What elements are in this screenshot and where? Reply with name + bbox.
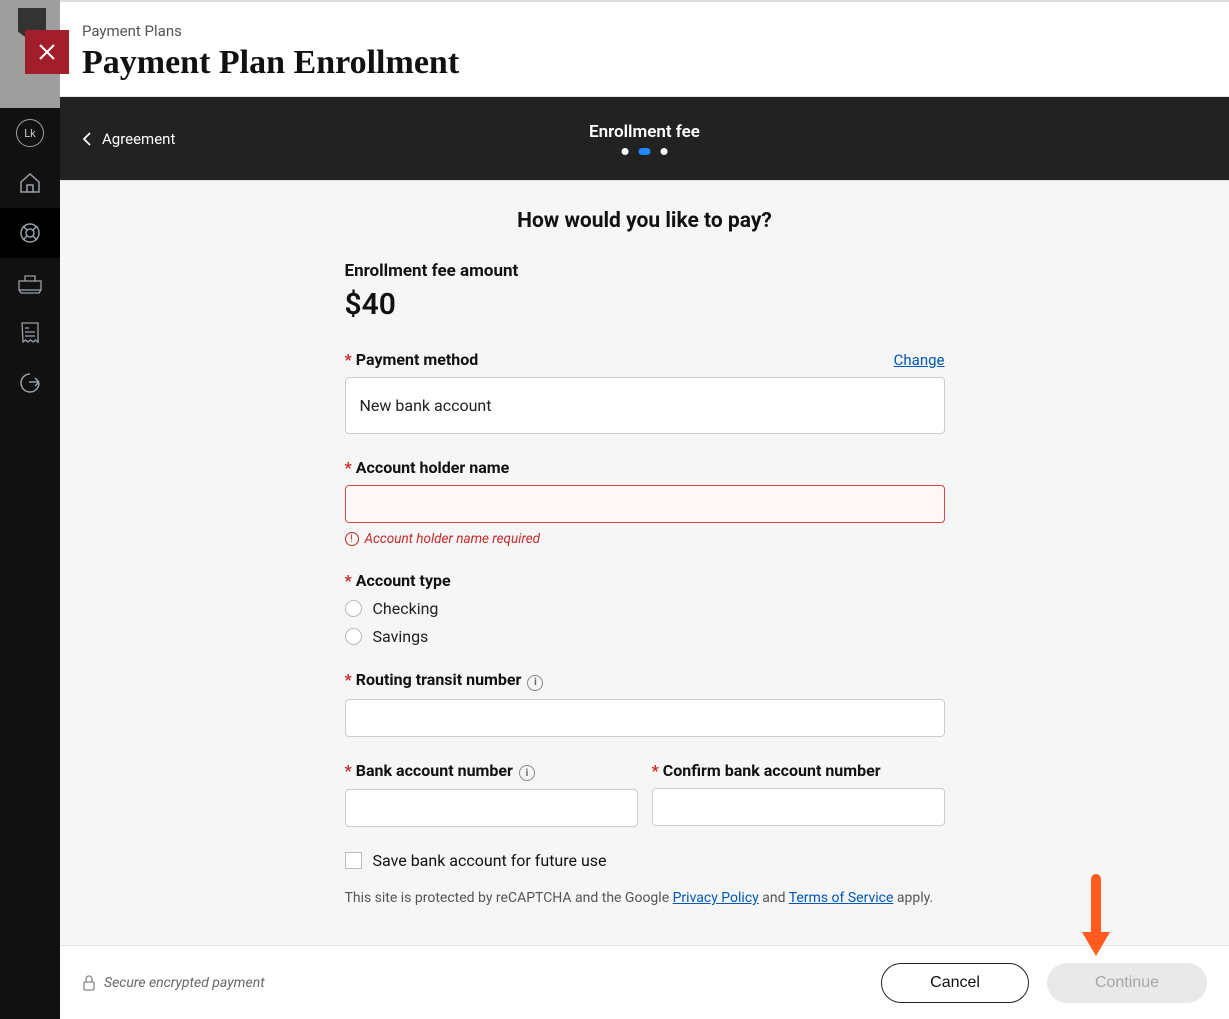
step-dot-1 (622, 148, 629, 155)
fee-amount: $40 (345, 287, 945, 322)
step-dot-2 (639, 148, 651, 155)
step-center: Enrollment fee (589, 122, 700, 155)
account-type-label: *Account type (345, 571, 945, 590)
content-scroll: How would you like to pay? Enrollment fe… (60, 181, 1229, 945)
radio-icon (345, 628, 362, 645)
recaptcha-notice: This site is protected by reCAPTCHA and … (345, 890, 945, 906)
step-dots (589, 148, 700, 155)
logo-area (0, 0, 60, 108)
radio-icon (345, 600, 362, 617)
sidebar-item-register[interactable] (0, 258, 60, 308)
confirm-bank-number-label: *Confirm bank account number (652, 761, 945, 780)
close-icon (36, 41, 58, 63)
back-label: Agreement (102, 130, 175, 148)
lock-icon (82, 975, 96, 991)
avatar-initials: Lk (24, 127, 36, 140)
routing-label: *Routing transit numberi (345, 670, 945, 691)
home-icon (18, 171, 42, 195)
bank-number-input[interactable] (345, 789, 638, 827)
step-title: Enrollment fee (589, 122, 700, 142)
step-bar: Agreement Enrollment fee (60, 97, 1229, 181)
confirm-bank-number-input[interactable] (652, 788, 945, 826)
payment-method-display: New bank account (345, 377, 945, 434)
error-icon: ! (345, 532, 359, 546)
page-header: Payment Plans Payment Plan Enrollment (60, 0, 1229, 97)
bank-number-label: *Bank account numberi (345, 761, 638, 782)
radio-savings-label: Savings (373, 627, 429, 646)
sidebar-item-logout[interactable] (0, 358, 60, 408)
account-holder-input[interactable] (345, 485, 945, 523)
secure-notice: Secure encrypted payment (82, 975, 265, 991)
radio-savings[interactable]: Savings (345, 627, 945, 646)
step-dot-3 (661, 148, 668, 155)
page-title: Payment Plan Enrollment (82, 44, 1229, 82)
secure-text: Secure encrypted payment (104, 975, 265, 991)
save-account-checkbox[interactable]: Save bank account for future use (345, 851, 945, 870)
account-holder-error: ! Account holder name required (345, 531, 945, 547)
sidebar: Lk (0, 0, 60, 1019)
back-button[interactable]: Agreement (82, 130, 175, 148)
terms-link[interactable]: Terms of Service (789, 890, 894, 906)
sidebar-item-home[interactable] (0, 158, 60, 208)
sidebar-item-help[interactable] (0, 208, 60, 258)
account-holder-label: *Account holder name (345, 458, 945, 477)
sidebar-item-profile[interactable]: Lk (0, 108, 60, 158)
footer-bar: Secure encrypted payment Cancel Continue (60, 945, 1229, 1019)
radio-checking[interactable]: Checking (345, 599, 945, 618)
register-icon (17, 272, 43, 294)
privacy-policy-link[interactable]: Privacy Policy (673, 890, 759, 906)
logout-icon (18, 371, 42, 395)
fee-label: Enrollment fee amount (345, 261, 945, 281)
checkbox-icon (345, 852, 362, 869)
lifebuoy-icon (18, 221, 42, 245)
radio-checking-label: Checking (373, 599, 439, 618)
cancel-button[interactable]: Cancel (881, 963, 1029, 1003)
routing-input[interactable] (345, 699, 945, 737)
breadcrumb: Payment Plans (82, 22, 1229, 40)
sidebar-item-receipt[interactable] (0, 308, 60, 358)
receipt-icon (19, 321, 41, 345)
info-icon[interactable]: i (519, 765, 535, 781)
save-account-label: Save bank account for future use (373, 851, 607, 870)
chevron-left-icon (82, 131, 92, 147)
info-icon[interactable]: i (527, 675, 543, 691)
continue-button[interactable]: Continue (1047, 963, 1207, 1003)
error-text: Account holder name required (365, 531, 541, 547)
form-question: How would you like to pay? (345, 209, 945, 233)
avatar-icon: Lk (16, 119, 44, 147)
change-link[interactable]: Change (894, 351, 945, 369)
payment-method-label: *Payment method (345, 350, 479, 369)
